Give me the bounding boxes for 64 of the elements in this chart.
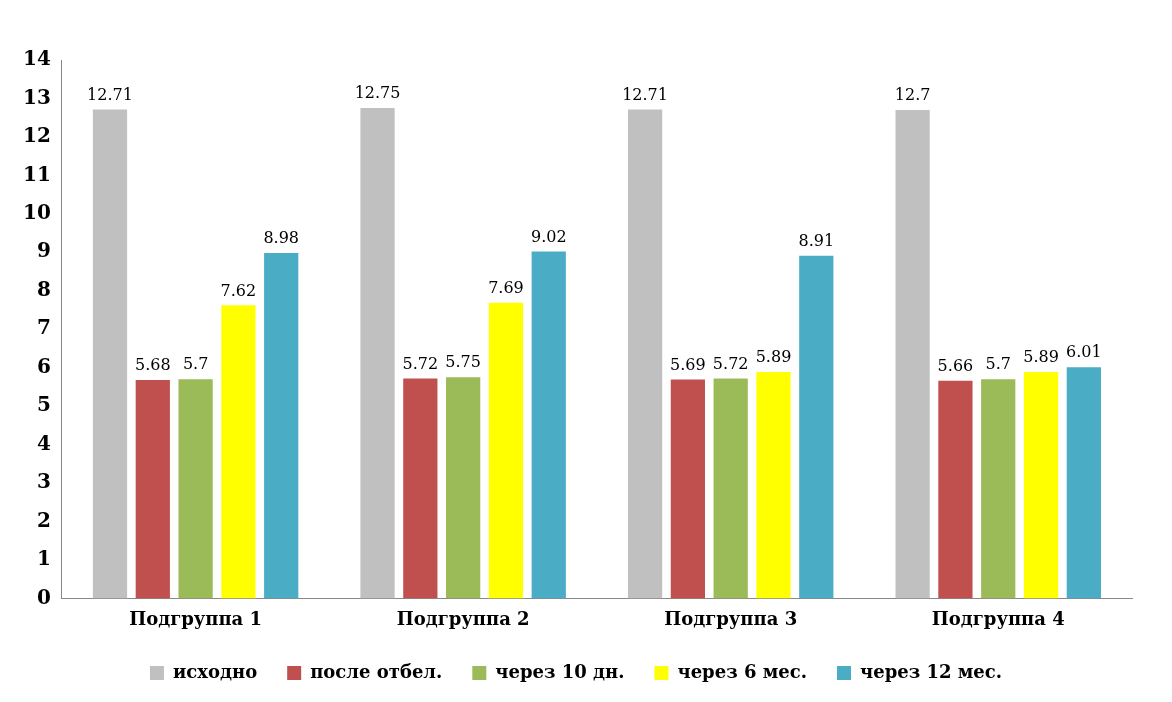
data-label: 12.71 xyxy=(622,84,668,104)
bar xyxy=(1066,367,1101,599)
bar xyxy=(895,109,930,599)
bar xyxy=(938,380,973,599)
bar xyxy=(670,379,705,599)
y-tick-label: 0 xyxy=(36,584,51,609)
data-label: 5.66 xyxy=(937,355,974,375)
data-label: 5.89 xyxy=(755,347,792,367)
bar xyxy=(221,305,256,599)
y-tick-label: 2 xyxy=(36,507,51,532)
y-tick-label: 1 xyxy=(36,546,51,571)
legend-label: через 6 мес. xyxy=(677,660,808,682)
bar xyxy=(178,379,213,599)
data-label: 12.75 xyxy=(354,83,401,103)
data-label: 5.69 xyxy=(670,354,706,374)
bar xyxy=(264,253,299,599)
data-label: 12.71 xyxy=(87,84,133,104)
bar xyxy=(799,255,834,599)
data-label: 7.62 xyxy=(220,280,257,300)
data-label: 5.7 xyxy=(182,354,209,374)
data-label: 7.69 xyxy=(488,277,524,297)
data-label: 5.89 xyxy=(1023,347,1059,367)
data-label: 8.91 xyxy=(798,230,835,250)
x-tick-label: Подгруппа 1 xyxy=(129,607,263,629)
bar xyxy=(531,251,566,599)
bar xyxy=(713,378,748,599)
data-label: 5.75 xyxy=(445,352,481,372)
y-tick-label: 9 xyxy=(36,238,51,263)
bar xyxy=(627,109,663,599)
legend-label: через 12 мес. xyxy=(860,660,1003,682)
bar xyxy=(446,377,481,599)
y-tick-label: 8 xyxy=(36,276,51,301)
y-tick-label: 7 xyxy=(36,315,51,340)
data-label: 9.02 xyxy=(530,226,567,246)
y-tick-label: 5 xyxy=(36,392,51,417)
data-label: 5.72 xyxy=(402,353,439,373)
legend-label: после отбел. xyxy=(310,660,443,682)
y-tick-label: 13 xyxy=(22,84,51,109)
y-tick-label: 12 xyxy=(22,123,51,148)
legend-label: через 10 дн. xyxy=(495,660,625,682)
x-tick-label: Подгруппа 4 xyxy=(931,607,1065,629)
y-tick-label: 14 xyxy=(22,46,51,71)
bar xyxy=(360,108,395,599)
y-tick-label: 11 xyxy=(22,161,51,186)
data-label: 12.7 xyxy=(894,85,931,105)
bar xyxy=(92,109,128,599)
y-tick-label: 6 xyxy=(36,353,51,378)
data-label: 5.7 xyxy=(985,354,1011,374)
bar xyxy=(981,379,1016,599)
x-tick-label: Подгруппа 2 xyxy=(396,607,530,629)
data-label: 8.98 xyxy=(263,228,300,248)
x-tick-label: Подгруппа 3 xyxy=(664,607,798,629)
bar xyxy=(488,302,524,599)
bar xyxy=(756,371,791,599)
y-tick-label: 4 xyxy=(36,430,51,455)
bar xyxy=(1023,371,1059,599)
legend-label: исходно xyxy=(172,660,258,682)
bar xyxy=(403,378,438,599)
data-label: 5.72 xyxy=(712,353,749,373)
bar xyxy=(135,379,170,599)
data-label: 6.01 xyxy=(1066,342,1102,362)
y-tick-label: 10 xyxy=(22,200,51,225)
y-tick-label: 3 xyxy=(36,469,51,494)
data-label: 5.68 xyxy=(134,355,171,375)
